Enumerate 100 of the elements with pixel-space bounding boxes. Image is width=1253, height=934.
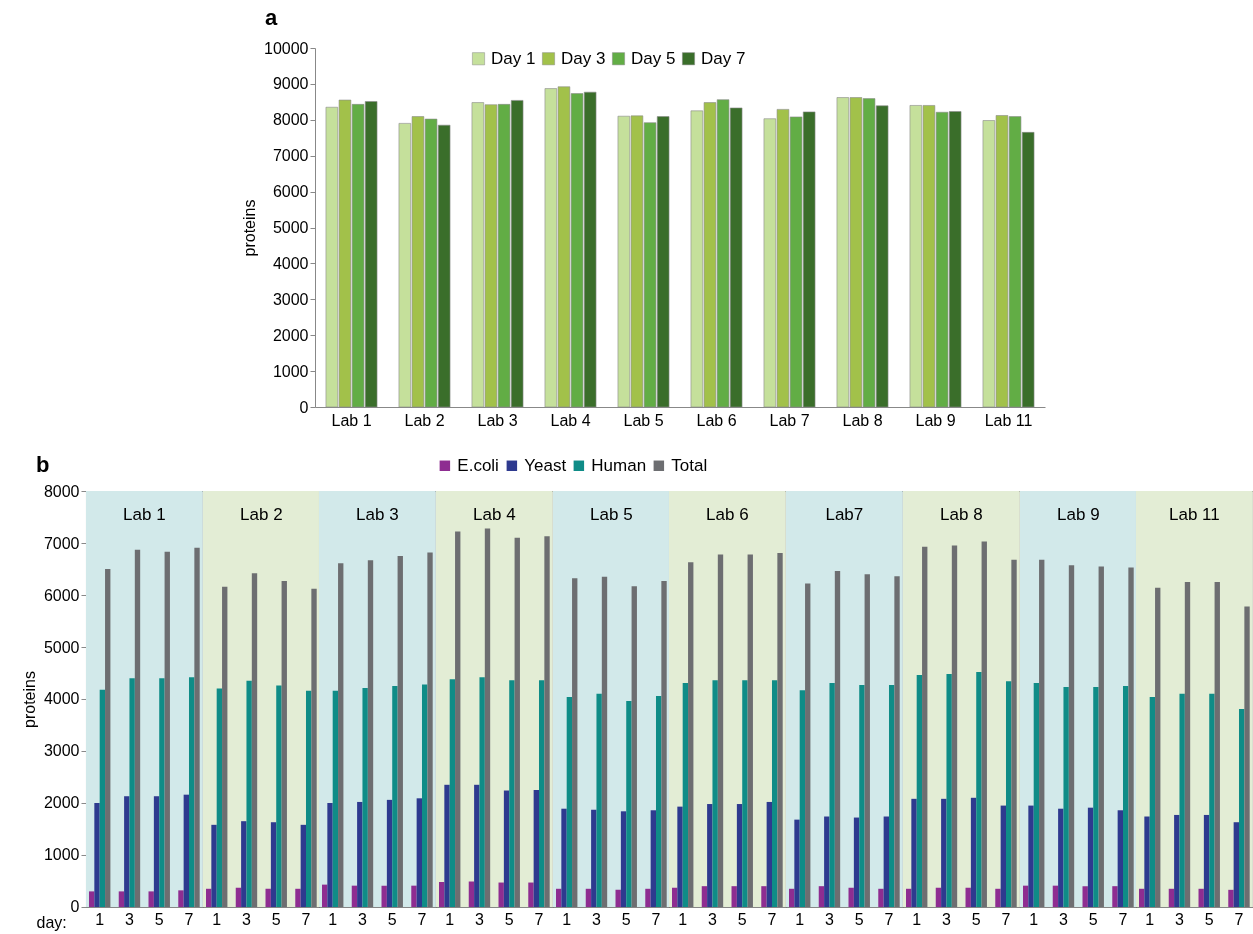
bar bbox=[995, 888, 1001, 907]
bar bbox=[615, 889, 621, 907]
x-tick-label: Lab 6 bbox=[696, 411, 737, 429]
y-tick-label: 6000 bbox=[272, 183, 309, 201]
bar bbox=[761, 886, 768, 907]
y-tick-label: 9000 bbox=[272, 75, 309, 93]
bar bbox=[300, 824, 306, 907]
y-tick-label: 8000 bbox=[43, 482, 80, 500]
bar bbox=[178, 890, 184, 907]
x-tick-label: 3 bbox=[241, 911, 251, 929]
bar bbox=[859, 684, 865, 907]
bar bbox=[878, 888, 884, 907]
x-tick-label: 5 bbox=[738, 911, 748, 929]
bar bbox=[235, 887, 241, 907]
bar bbox=[631, 586, 637, 907]
x-tick-label: 1 bbox=[95, 911, 105, 929]
bar bbox=[799, 690, 806, 907]
bar bbox=[194, 547, 200, 907]
bar bbox=[672, 887, 678, 907]
bar bbox=[1174, 814, 1180, 907]
bar bbox=[1005, 681, 1012, 907]
bar bbox=[889, 684, 895, 907]
bar bbox=[387, 799, 393, 907]
bar bbox=[883, 816, 890, 907]
x-tick-label: 7 bbox=[767, 911, 777, 929]
bar bbox=[772, 680, 778, 907]
text: Lab 6 bbox=[706, 505, 750, 525]
bar bbox=[625, 701, 632, 907]
x-tick-label: 1 bbox=[445, 911, 455, 929]
bar bbox=[427, 552, 434, 907]
bar bbox=[848, 887, 854, 907]
x-tick-label: 3 bbox=[708, 911, 718, 929]
bar bbox=[951, 545, 957, 907]
legend-label: E.coli bbox=[457, 455, 499, 475]
bar bbox=[834, 571, 841, 907]
bar bbox=[484, 528, 491, 907]
text: Lab 3 bbox=[356, 505, 399, 525]
x-tick-label: 3 bbox=[1175, 911, 1185, 929]
bar bbox=[216, 688, 222, 907]
bar bbox=[1057, 808, 1063, 907]
text: Lab 8 bbox=[939, 505, 983, 525]
bar bbox=[921, 546, 928, 907]
x-tick-label: 1 bbox=[211, 911, 221, 929]
bar bbox=[134, 549, 141, 907]
bar bbox=[1111, 886, 1118, 907]
x-tick-label: 7 bbox=[884, 911, 894, 929]
text: Lab 4 bbox=[473, 505, 516, 525]
bar bbox=[397, 556, 404, 907]
bar bbox=[474, 784, 480, 907]
x-tick-label: 5 bbox=[971, 911, 981, 929]
bar bbox=[1062, 687, 1069, 907]
y-tick-label: 8000 bbox=[272, 111, 309, 129]
bar bbox=[327, 802, 334, 907]
bar bbox=[311, 588, 317, 907]
bar bbox=[188, 677, 195, 907]
bar bbox=[368, 560, 374, 907]
bar bbox=[1139, 888, 1145, 907]
bar bbox=[479, 677, 485, 907]
x-tick-label: Lab 1 bbox=[331, 411, 372, 429]
bar bbox=[270, 822, 276, 907]
x-tick-label: 3 bbox=[591, 911, 601, 929]
text: Lab 2 bbox=[239, 505, 283, 525]
bar bbox=[205, 888, 212, 907]
bar bbox=[650, 810, 656, 907]
y-tick-label: 7000 bbox=[272, 147, 309, 165]
bar bbox=[159, 678, 165, 907]
bar bbox=[439, 882, 445, 907]
bar bbox=[1149, 696, 1156, 907]
bar bbox=[894, 576, 900, 907]
bar bbox=[1068, 565, 1074, 907]
x-tick-label: 1 bbox=[328, 911, 338, 929]
bar bbox=[718, 554, 724, 907]
x-tick-label: 3 bbox=[125, 911, 135, 929]
x-tick-label: Lab 2 bbox=[404, 411, 445, 429]
y-tick-label: 1000 bbox=[272, 362, 309, 380]
y-tick-label: 7000 bbox=[43, 534, 80, 552]
text: Lab 5 bbox=[589, 505, 633, 525]
bar bbox=[528, 882, 534, 907]
x-tick-label: 1 bbox=[912, 911, 922, 929]
bar bbox=[976, 671, 982, 907]
bar bbox=[1087, 807, 1093, 907]
bar bbox=[305, 690, 312, 907]
bar bbox=[357, 801, 363, 907]
y-tick-label: 2000 bbox=[43, 794, 80, 812]
y-tick-label: 4000 bbox=[272, 254, 309, 272]
bar bbox=[240, 821, 247, 907]
bar bbox=[211, 824, 217, 907]
bar bbox=[1204, 814, 1210, 907]
x-tick-label: 7 bbox=[1001, 911, 1011, 929]
x-tick-label: 5 bbox=[621, 911, 631, 929]
legend-label: Human bbox=[591, 455, 646, 475]
x-tick-label: 5 bbox=[1204, 911, 1214, 929]
bar bbox=[1179, 693, 1186, 907]
x-tick-label: 1 bbox=[1145, 911, 1155, 929]
bar bbox=[805, 583, 811, 907]
bar bbox=[417, 798, 423, 907]
y-tick-label: 3000 bbox=[272, 290, 309, 308]
y-tick-label: 4000 bbox=[43, 690, 80, 708]
bar bbox=[970, 797, 977, 907]
bar bbox=[620, 811, 626, 907]
